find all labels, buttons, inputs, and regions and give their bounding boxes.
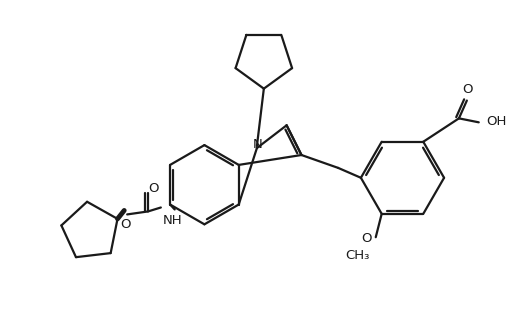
Text: O: O: [361, 232, 372, 245]
Text: CH₃: CH₃: [346, 249, 370, 262]
Text: O: O: [148, 182, 159, 195]
Text: NH: NH: [163, 214, 183, 227]
Text: N: N: [253, 137, 263, 151]
Text: O: O: [120, 218, 131, 231]
Text: O: O: [463, 83, 473, 95]
Text: OH: OH: [487, 115, 507, 128]
